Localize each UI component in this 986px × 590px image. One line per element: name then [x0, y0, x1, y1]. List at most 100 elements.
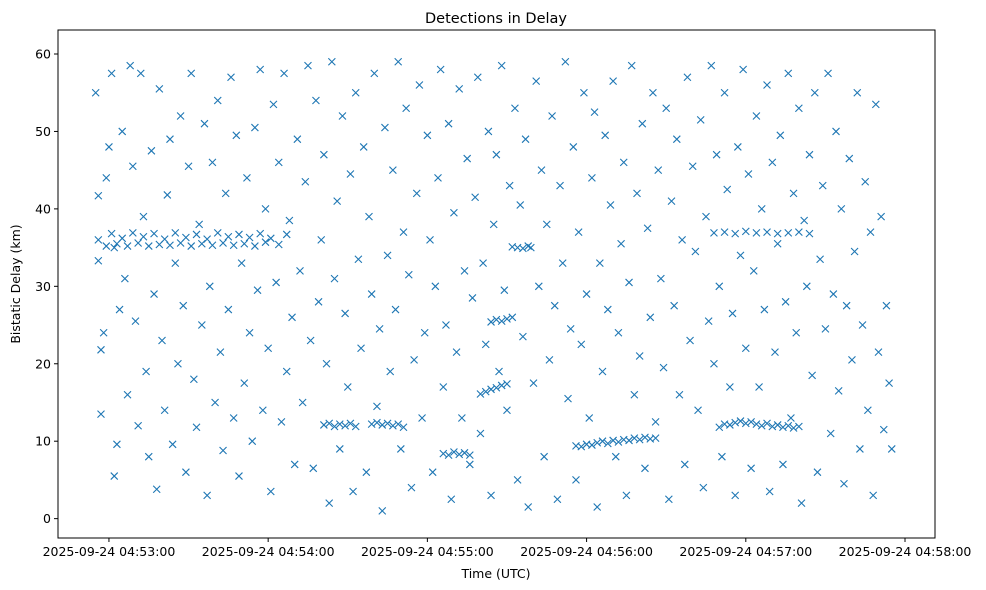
data-point — [550, 301, 559, 310]
data-point — [611, 452, 620, 461]
data-point — [710, 229, 718, 237]
data-point — [150, 229, 158, 238]
data-point — [261, 204, 270, 213]
data-point — [418, 414, 426, 422]
data-point — [832, 127, 840, 136]
data-point — [569, 143, 578, 151]
data-point — [280, 69, 288, 78]
data-point — [370, 69, 379, 78]
data-point — [179, 301, 188, 310]
data-point — [603, 439, 612, 448]
data-point — [166, 135, 174, 144]
data-point — [840, 479, 848, 488]
data-point — [415, 81, 424, 89]
data-point — [97, 345, 105, 354]
data-point — [516, 201, 525, 209]
data-point — [513, 476, 522, 484]
data-point — [229, 241, 238, 250]
data-point — [444, 119, 453, 128]
data-point — [635, 435, 644, 444]
data-point — [301, 177, 310, 186]
y-tick-label: 40 — [35, 201, 51, 216]
data-point — [460, 266, 469, 275]
x-axis-ticks: 2025-09-24 04:53:00 2025-09-24 04:54:00 20… — [43, 538, 971, 559]
data-point — [388, 421, 397, 430]
y-tick-label: 30 — [35, 279, 51, 294]
data-point — [450, 208, 458, 217]
data-point — [447, 495, 456, 504]
data-point — [473, 73, 482, 82]
y-tick-label: 60 — [35, 47, 51, 62]
data-point — [808, 371, 817, 380]
data-point — [723, 185, 732, 194]
data-point — [508, 313, 517, 322]
data-point — [306, 336, 315, 345]
data-point — [463, 154, 472, 163]
data-point — [497, 317, 506, 326]
data-point — [497, 381, 506, 390]
data-point — [882, 301, 891, 310]
data-point — [460, 448, 469, 457]
data-point — [747, 464, 755, 473]
data-point — [256, 65, 265, 74]
data-point — [601, 131, 610, 140]
data-point — [258, 406, 267, 415]
data-point — [296, 266, 304, 275]
data-point — [298, 398, 307, 407]
data-point — [489, 220, 498, 229]
data-point — [322, 359, 331, 368]
data-point — [481, 340, 490, 349]
data-point — [492, 150, 501, 159]
data-point — [123, 242, 132, 250]
data-point — [304, 61, 312, 70]
data-point — [765, 487, 774, 496]
data-point — [128, 162, 137, 171]
data-point — [585, 414, 594, 422]
data-point — [471, 193, 480, 202]
data-point — [651, 434, 660, 442]
data-point — [757, 204, 766, 213]
data-point — [192, 230, 201, 239]
data-point — [558, 259, 567, 267]
data-point — [779, 423, 787, 432]
data-point — [752, 112, 761, 120]
data-point — [155, 84, 164, 93]
data-point — [495, 367, 503, 376]
data-point — [187, 69, 196, 78]
data-point — [749, 266, 758, 275]
data-point — [619, 158, 628, 167]
data-point — [760, 305, 769, 314]
data-point — [794, 104, 803, 113]
data-point — [553, 495, 562, 504]
data-point — [580, 88, 588, 97]
data-point — [718, 452, 726, 461]
data-point — [452, 348, 461, 357]
data-point — [702, 212, 710, 221]
data-point — [168, 440, 177, 449]
data-point — [118, 127, 127, 136]
data-point — [251, 123, 259, 132]
data-point — [182, 468, 190, 477]
data-point — [465, 451, 474, 460]
data-point — [243, 174, 251, 182]
data-point — [335, 445, 344, 453]
data-point — [439, 383, 448, 391]
data-point — [593, 438, 602, 447]
data-point — [163, 191, 172, 199]
data-point — [152, 485, 161, 494]
y-axis-label: Bistatic Delay (km) — [8, 224, 23, 343]
data-point — [696, 115, 705, 124]
data-point — [487, 385, 495, 394]
data-point — [269, 100, 278, 109]
data-point — [781, 297, 790, 306]
data-point — [688, 162, 697, 171]
data-point — [736, 251, 745, 260]
data-point — [455, 84, 464, 93]
data-point — [245, 233, 254, 242]
data-point — [503, 380, 511, 388]
data-point — [171, 259, 180, 267]
data-point — [436, 65, 445, 74]
data-point — [524, 503, 533, 511]
data-point — [755, 383, 763, 391]
y-tick-label: 10 — [35, 434, 51, 449]
